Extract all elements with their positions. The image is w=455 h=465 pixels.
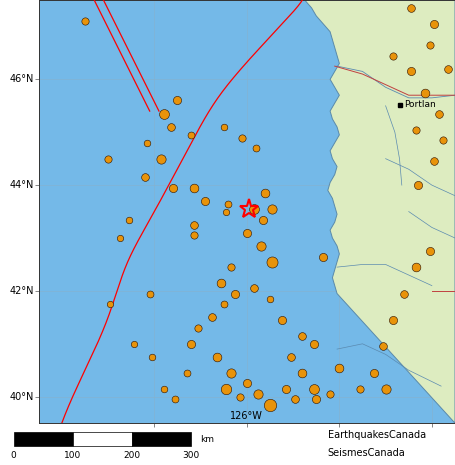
Text: SeismesCanada: SeismesCanada [328, 448, 405, 458]
Text: km: km [200, 435, 214, 444]
Text: Portlan: Portlan [404, 100, 435, 109]
Bar [132, 432, 191, 446]
Text: 46°N: 46°N [10, 74, 34, 84]
Text: 126°W: 126°W [230, 411, 263, 420]
Polygon shape [305, 0, 455, 423]
Text: 200: 200 [123, 451, 141, 460]
Bar [14, 432, 73, 446]
Text: 40°N: 40°N [10, 392, 34, 402]
Text: 44°N: 44°N [10, 180, 34, 190]
Text: EarthquakesCanada: EarthquakesCanada [328, 430, 426, 440]
Text: 100: 100 [64, 451, 81, 460]
Text: 42°N: 42°N [10, 286, 34, 296]
Text: 300: 300 [182, 451, 200, 460]
Bar [73, 432, 132, 446]
Text: 0: 0 [11, 451, 16, 460]
